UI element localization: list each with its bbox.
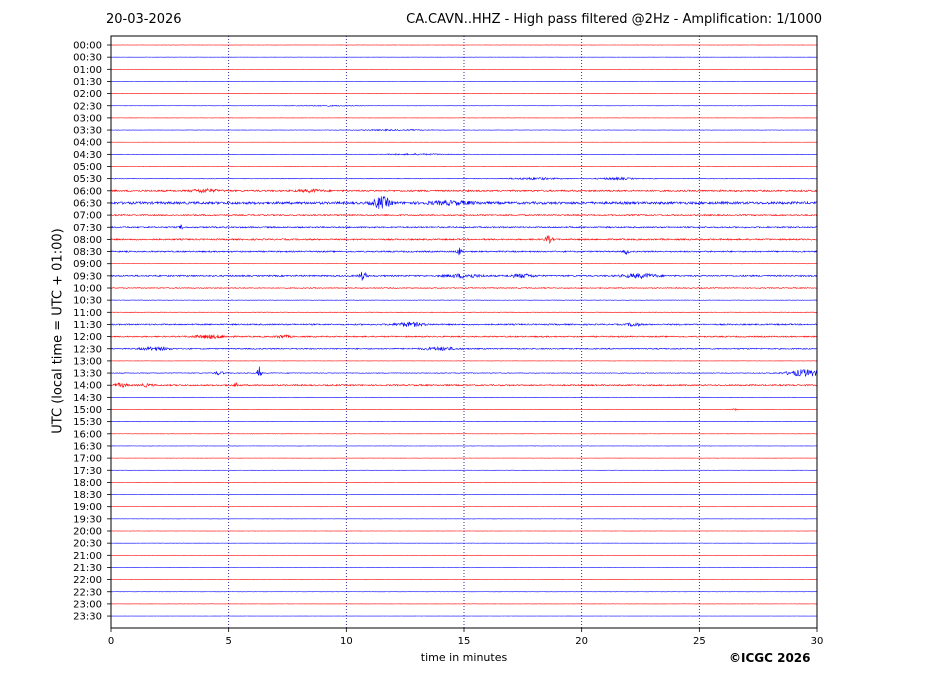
y-tick-label: 10:00 bbox=[73, 284, 102, 295]
y-tick-label: 14:30 bbox=[73, 393, 102, 404]
trace-row-1500 bbox=[110, 408, 818, 412]
trace-row-1000 bbox=[110, 286, 818, 289]
y-tick-label: 07:30 bbox=[73, 223, 102, 234]
y-tick-label: 07:00 bbox=[73, 211, 102, 222]
trace-row-1200 bbox=[110, 334, 818, 340]
y-tick-label: 21:30 bbox=[73, 563, 102, 574]
y-tick-label: 11:30 bbox=[73, 320, 102, 331]
trace-row-0600 bbox=[110, 187, 818, 194]
y-tick-label: 13:00 bbox=[73, 356, 102, 367]
y-tick-label: 18:30 bbox=[73, 490, 102, 501]
trace-row-0730 bbox=[110, 224, 818, 231]
x-tick-label: 30 bbox=[811, 636, 824, 647]
trace-row-1130 bbox=[110, 321, 818, 328]
y-tick-label: 19:30 bbox=[73, 514, 102, 525]
y-tick-label: 23:00 bbox=[73, 599, 102, 610]
y-tick-label: 22:00 bbox=[73, 575, 102, 586]
y-tick-label: 09:00 bbox=[73, 259, 102, 270]
x-tick-label: 10 bbox=[340, 636, 353, 647]
trace-row-1100 bbox=[110, 311, 818, 313]
trace-row-0430 bbox=[110, 152, 818, 156]
y-tick-label: 08:00 bbox=[73, 235, 102, 246]
y-tick-label: 13:30 bbox=[73, 369, 102, 380]
y-tick-label: 06:00 bbox=[73, 186, 102, 197]
x-tick-label: 5 bbox=[225, 636, 231, 647]
y-tick-label: 12:30 bbox=[73, 344, 102, 355]
trace-row-0700 bbox=[110, 213, 818, 217]
trace-row-0800 bbox=[110, 235, 818, 245]
y-tick-label: 20:00 bbox=[73, 527, 102, 538]
x-axis-ticks: 0 5 10 15 20 25 30 bbox=[108, 628, 824, 647]
y-tick-label: 03:00 bbox=[73, 113, 102, 124]
y-tick-label: 00:00 bbox=[73, 41, 102, 52]
plot-frame bbox=[110, 35, 818, 629]
y-tick-label: 16:30 bbox=[73, 441, 102, 452]
x-axis-label: time in minutes bbox=[420, 651, 508, 664]
y-tick-label: 04:30 bbox=[73, 150, 102, 161]
y-tick-label: 17:30 bbox=[73, 466, 102, 477]
trace-row-0630 bbox=[110, 196, 818, 209]
y-tick-label: 17:00 bbox=[73, 454, 102, 465]
y-tick-label: 06:30 bbox=[73, 198, 102, 209]
trace-row-1400 bbox=[110, 381, 818, 388]
y-tick-label: 15:30 bbox=[73, 417, 102, 428]
y-tick-label: 11:00 bbox=[73, 308, 102, 319]
y-tick-label: 15:00 bbox=[73, 405, 102, 416]
y-tick-label: 02:00 bbox=[73, 89, 102, 100]
y-tick-label: 18:00 bbox=[73, 478, 102, 489]
y-tick-label: 00:30 bbox=[73, 53, 102, 64]
y-tick-label: 05:00 bbox=[73, 162, 102, 173]
y-tick-label: 23:30 bbox=[73, 612, 102, 623]
x-tick-label: 15 bbox=[458, 636, 471, 647]
x-tick-label: 25 bbox=[693, 636, 706, 647]
y-tick-label: 03:30 bbox=[73, 126, 102, 137]
y-tick-label: 12:00 bbox=[73, 332, 102, 343]
copyright-notice: ©ICGC 2026 bbox=[729, 651, 811, 665]
vertical-gridlines bbox=[228, 36, 700, 628]
y-tick-label: 01:30 bbox=[73, 77, 102, 88]
y-tick-label: 05:30 bbox=[73, 174, 102, 185]
y-tick-label: 09:30 bbox=[73, 271, 102, 282]
trace-row-0230 bbox=[110, 104, 818, 107]
x-tick-label: 20 bbox=[575, 636, 588, 647]
trace-row-1230 bbox=[110, 345, 818, 352]
y-tick-label: 04:00 bbox=[73, 138, 102, 149]
y-tick-label: 02:30 bbox=[73, 101, 102, 112]
y-tick-label: 19:00 bbox=[73, 502, 102, 513]
y-tick-label: 21:00 bbox=[73, 551, 102, 562]
trace-row-0530 bbox=[110, 176, 818, 181]
y-tick-label: 20:30 bbox=[73, 539, 102, 550]
trace-row-0930 bbox=[110, 271, 818, 282]
y-tick-label: 10:30 bbox=[73, 296, 102, 307]
y-tick-label: 08:30 bbox=[73, 247, 102, 258]
chart-title: CA.CAVN..HHZ - High pass filtered @2Hz -… bbox=[406, 12, 822, 27]
y-tick-label: 16:00 bbox=[73, 429, 102, 440]
x-tick-label: 0 bbox=[108, 636, 114, 647]
trace-row-0830 bbox=[110, 247, 818, 256]
header-date: 20-03-2026 bbox=[106, 12, 182, 27]
y-tick-label: 14:00 bbox=[73, 381, 102, 392]
seismic-traces bbox=[110, 44, 818, 617]
trace-row-1330 bbox=[110, 366, 818, 377]
y-tick-label: 22:30 bbox=[73, 587, 102, 598]
trace-row-0330 bbox=[110, 128, 818, 132]
y-tick-label: 01:00 bbox=[73, 65, 102, 76]
